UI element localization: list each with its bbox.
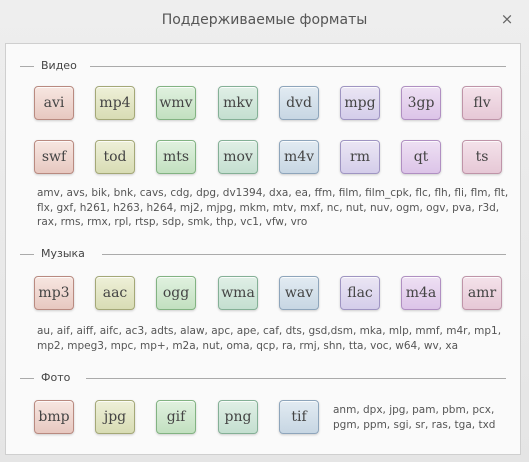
format-button-flv[interactable]: flv bbox=[462, 86, 502, 120]
dialog-title: Поддерживаемые форматы bbox=[161, 12, 368, 28]
section-label-video: Видео bbox=[41, 59, 83, 73]
format-button-wmv[interactable]: wmv bbox=[156, 86, 196, 120]
formats-panel: Видео avi mp4 wmv mkv dvd mpg 3gp flv sw… bbox=[5, 43, 521, 455]
video-extra-line: flx, gxf, h261, h263, h264, mj2, mjpg, m… bbox=[37, 201, 500, 214]
format-button-wma[interactable]: wma bbox=[218, 276, 258, 310]
video-extra-line: rax, rms, rmx, rpl, rtsp, sdp, smk, thp,… bbox=[37, 216, 308, 228]
format-button-mp4[interactable]: mp4 bbox=[95, 86, 135, 120]
photo-extra-formats: anm, dpx, jpg, pam, pbm, pcx, pgm, ppm, … bbox=[333, 403, 495, 432]
format-button-gif[interactable]: gif bbox=[156, 400, 196, 434]
format-button-amr[interactable]: amr bbox=[462, 276, 502, 310]
format-button-aac[interactable]: aac bbox=[95, 276, 135, 310]
section-label-music: Музыка bbox=[41, 247, 91, 261]
format-button-3gp[interactable]: 3gp bbox=[401, 86, 441, 120]
section-header-music: Музыка bbox=[20, 247, 506, 261]
photo-extra-line: pgm, ppm, sgi, sr, ras, tga, txd bbox=[333, 418, 496, 431]
video-extra-line: amv, avs, bik, bnk, cavs, cdg, dpg, dv13… bbox=[37, 187, 509, 199]
format-button-rm[interactable]: rm bbox=[340, 140, 380, 174]
video-extra-formats: amv, avs, bik, bnk, cavs, cdg, dpg, dv13… bbox=[37, 186, 508, 230]
format-button-m4a[interactable]: m4a bbox=[401, 276, 441, 310]
format-button-ogg[interactable]: ogg bbox=[156, 276, 196, 310]
section-header-video: Видео bbox=[20, 59, 506, 73]
format-button-mov[interactable]: mov bbox=[218, 140, 258, 174]
photo-extra-line: anm, dpx, jpg, pam, pbm, pcx, bbox=[333, 404, 495, 416]
format-button-qt[interactable]: qt bbox=[401, 140, 441, 174]
format-button-dvd[interactable]: dvd bbox=[279, 86, 319, 120]
section-label-photo: Фото bbox=[41, 371, 77, 385]
music-extra-line: au, aif, aiff, aifc, ac3, adts, alaw, ap… bbox=[37, 325, 502, 337]
format-button-ts[interactable]: ts bbox=[462, 140, 502, 174]
music-extra-line: mp2, mpeg3, mpc, mp+, m2a, nut, oma, qcp… bbox=[37, 339, 459, 352]
format-button-swf[interactable]: swf bbox=[34, 140, 74, 174]
format-button-mp3[interactable]: mp3 bbox=[34, 276, 74, 310]
format-button-wav[interactable]: wav bbox=[279, 276, 319, 310]
format-button-bmp[interactable]: bmp bbox=[34, 400, 74, 434]
format-button-png[interactable]: png bbox=[218, 400, 258, 434]
music-extra-formats: au, aif, aiff, aifc, ac3, adts, alaw, ap… bbox=[37, 324, 501, 353]
close-icon[interactable]: × bbox=[500, 10, 514, 28]
format-button-mpg[interactable]: mpg bbox=[340, 86, 380, 120]
format-button-avi[interactable]: avi bbox=[34, 86, 74, 120]
section-header-photo: Фото bbox=[20, 371, 506, 385]
format-button-tif[interactable]: tif bbox=[279, 400, 319, 434]
format-button-m4v[interactable]: m4v bbox=[279, 140, 319, 174]
format-button-mts[interactable]: mts bbox=[156, 140, 196, 174]
format-button-tod[interactable]: tod bbox=[95, 140, 135, 174]
format-button-jpg[interactable]: jpg bbox=[95, 400, 135, 434]
title-bar: Поддерживаемые форматы × bbox=[0, 0, 529, 42]
format-button-mkv[interactable]: mkv bbox=[218, 86, 258, 120]
format-button-flac[interactable]: flac bbox=[340, 276, 380, 310]
